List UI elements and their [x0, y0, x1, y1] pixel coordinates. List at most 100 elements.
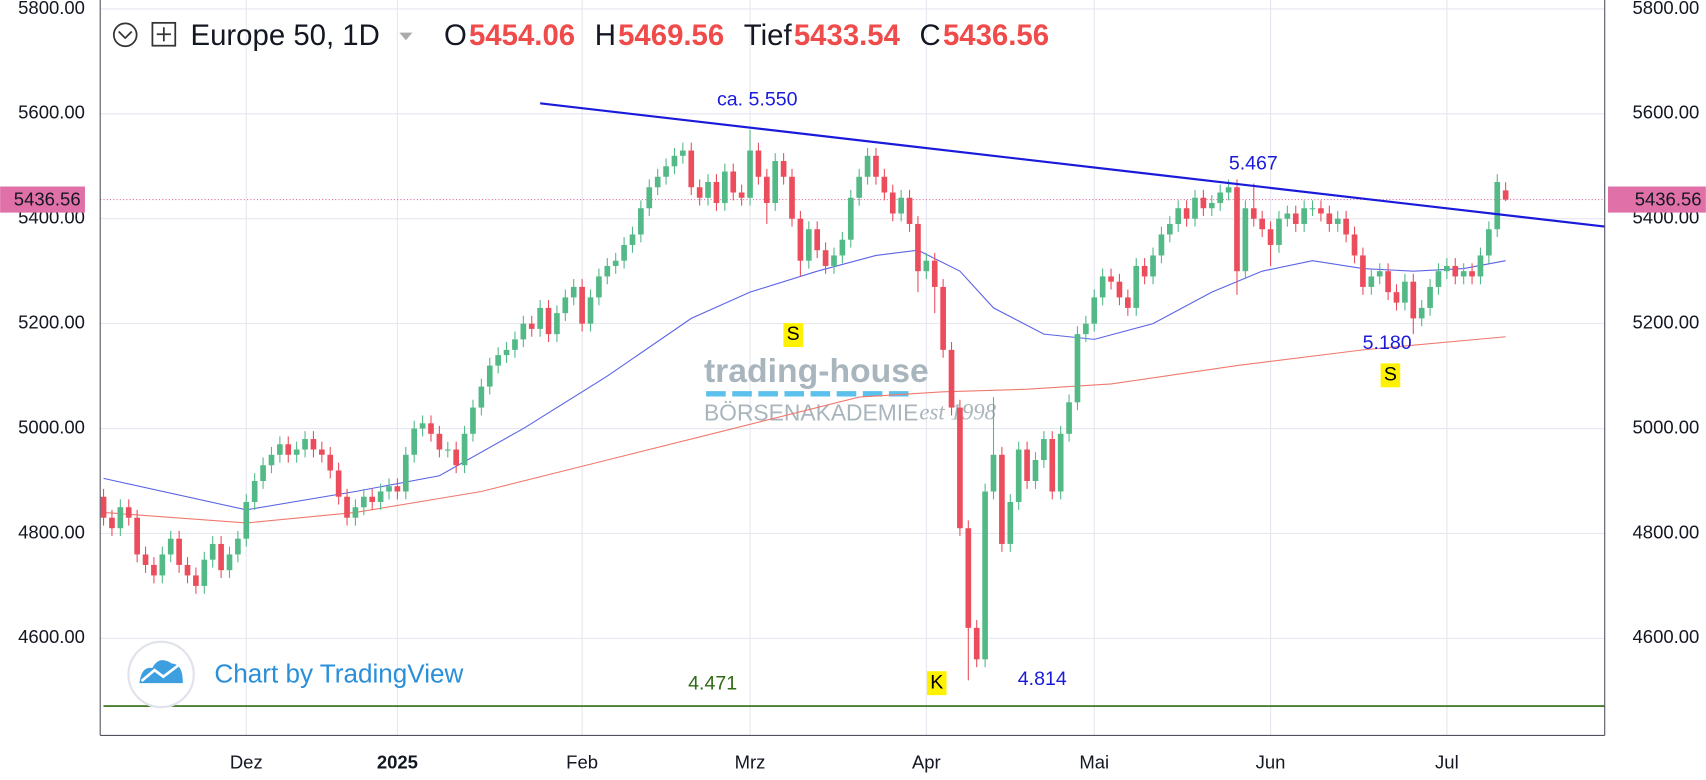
watermark-sub: BÖRSENAKADEMIE: [704, 400, 918, 426]
candle-body: [1452, 265, 1459, 277]
annotation: 4.471: [688, 672, 737, 694]
y-tick-label: 5600.00: [18, 102, 85, 123]
candle-body: [1217, 192, 1224, 203]
candle-body: [1208, 202, 1215, 209]
candle-body: [646, 187, 653, 209]
candle-body: [973, 627, 980, 660]
candle-body: [243, 501, 250, 539]
candle-body: [142, 554, 149, 565]
annotation: ca. 5.550: [717, 88, 798, 110]
candle-body: [1250, 208, 1257, 219]
price-badge: [0, 186, 85, 213]
candle-body: [1225, 187, 1232, 193]
moving-average: [103, 249, 1506, 511]
candle-body: [999, 454, 1005, 544]
candle-body: [512, 339, 518, 350]
candle-body: [117, 507, 124, 529]
y-tick-label: 4800.00: [18, 521, 85, 542]
candle-body: [327, 454, 334, 471]
candle-body: [654, 176, 661, 188]
candle-body: [1410, 281, 1417, 319]
candle-body: [386, 486, 392, 492]
y2-tick-label: 5800.00: [1633, 0, 1700, 18]
candle-body: [402, 454, 409, 492]
candle-body: [436, 433, 443, 450]
candle-body: [881, 176, 888, 193]
candle-body: [201, 559, 208, 586]
candle-body: [621, 244, 627, 261]
annotation-box: [1380, 363, 1401, 388]
candle-body: [839, 239, 846, 256]
header: Europe 50, 1D O 5454.06 H 5469.56 Tief 5433.5…: [112, 19, 1049, 52]
candle-body: [335, 470, 342, 497]
price-badge-label: 5436.56: [14, 189, 81, 210]
candle-body: [1368, 276, 1375, 287]
candle-body: [1150, 255, 1156, 277]
y2-tick-label: 4600.00: [1633, 626, 1700, 647]
candle-body: [990, 454, 997, 492]
tv-cloud: [139, 660, 183, 684]
candle-body: [1276, 218, 1282, 245]
candle-body: [1234, 187, 1240, 272]
candle-body: [722, 171, 728, 203]
candle-body: [612, 260, 619, 266]
collapse-icon[interactable]: [112, 22, 138, 48]
candle-body: [1175, 208, 1182, 224]
candle-body: [1385, 271, 1391, 293]
candle-body: [260, 465, 266, 481]
candle-body: [1133, 265, 1140, 308]
candle-body: [772, 161, 779, 203]
symbol: Europe 50, 1D: [190, 19, 379, 52]
grid: [100, 0, 1605, 736]
candle-body: [1041, 439, 1047, 461]
candle-body: [596, 276, 602, 298]
y2-tick-label: 5000.00: [1633, 416, 1700, 437]
candle-body: [1192, 197, 1198, 219]
candle-body: [688, 150, 695, 188]
candle-body: [1469, 271, 1475, 277]
candle-body: [1141, 265, 1148, 277]
annotation-box: [783, 323, 803, 348]
candle-body: [789, 176, 795, 219]
candle-body: [1486, 229, 1492, 256]
candle-body: [957, 407, 963, 529]
candle-body: [696, 187, 703, 198]
annotation-box: [926, 671, 947, 696]
candle-body: [1057, 433, 1064, 492]
candle-body: [705, 182, 711, 198]
candle-body: [1444, 265, 1450, 272]
candle-body: [528, 323, 535, 329]
candle-body: [285, 444, 292, 455]
symbol-dropdown[interactable]: [399, 32, 413, 41]
collapse-chevron: [118, 30, 133, 40]
candle-body: [1460, 271, 1467, 277]
candle-body: [822, 250, 829, 266]
candle-body: [134, 517, 140, 555]
candle-body: [923, 260, 930, 272]
candle-body: [411, 428, 418, 455]
candle-body: [831, 255, 837, 266]
candle-body: [1158, 234, 1165, 256]
candle-body: [1049, 439, 1056, 492]
compare-icon[interactable]: [151, 21, 177, 47]
candle-body: [780, 161, 787, 177]
candle-body: [193, 575, 199, 586]
candle-body: [965, 528, 972, 628]
candle-body: [360, 496, 367, 508]
x-tick-label: Apr: [912, 752, 941, 773]
candle-body: [604, 265, 611, 277]
candle-body: [713, 182, 720, 203]
candle-body: [1024, 449, 1030, 481]
annotation: S: [1384, 363, 1397, 385]
candle-body: [218, 543, 224, 571]
candle-body: [352, 507, 359, 518]
candle-body: [629, 234, 636, 245]
x-tick-label: Mai: [1079, 752, 1109, 773]
candle-body: [1435, 271, 1442, 287]
candle-body: [1015, 449, 1022, 502]
candle-body: [663, 166, 669, 177]
ohlc-value: 5469.56: [618, 19, 724, 52]
candle-body: [579, 286, 585, 324]
